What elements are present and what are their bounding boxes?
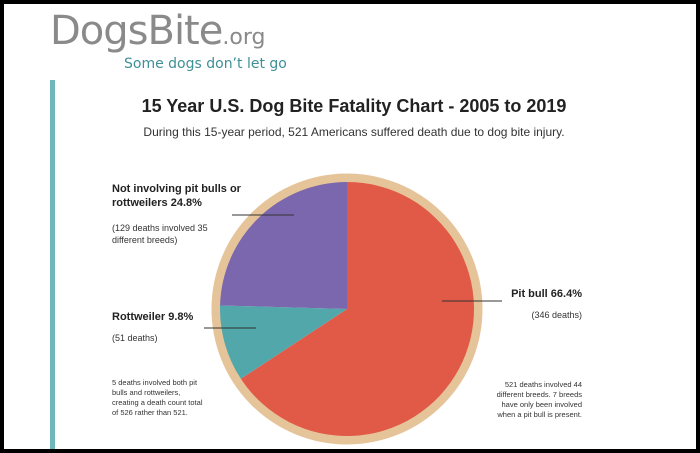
slice-note: (51 deaths) — [112, 333, 158, 343]
pie-ring — [211, 173, 483, 445]
pie-slice — [220, 182, 347, 309]
chart — [204, 173, 502, 445]
pie-slice — [240, 182, 475, 436]
chart-title: 15 Year U.S. Dog Bite Fatality Chart - 2… — [141, 96, 567, 116]
value-label: 24.8% — [170, 197, 202, 209]
annotation: 5 deaths involved both pit bulls and rot… — [112, 378, 203, 417]
slice-note: (129 deaths involved 35 different breeds… — [112, 223, 208, 245]
slice-label: Rottweiler 9.8% — [112, 310, 252, 324]
logo: DogsBite.org — [50, 8, 265, 54]
category-label: Not involving pit bulls or rottweilers — [112, 183, 241, 209]
accent-bar — [50, 80, 55, 449]
slice-label: Not involving pit bulls or rottweilers 2… — [112, 182, 247, 210]
logo-suffix: .org — [222, 25, 266, 50]
tagline: Some dogs don’t let go — [124, 56, 287, 72]
pie-slice — [220, 305, 347, 379]
chart-subtitle: During this 15-year period, 521 American… — [143, 125, 565, 139]
logo-name: DogsBite — [50, 8, 223, 54]
category-label: Pit bull — [511, 288, 548, 300]
value-label: 66.4% — [550, 288, 582, 300]
slice-note: (346 deaths) — [531, 310, 582, 320]
category-label: Rottweiler — [112, 311, 166, 323]
annotation: 521 deaths involved 44 different breeds.… — [496, 380, 582, 419]
slices — [220, 182, 475, 436]
slice-label: Pit bull 66.4% — [442, 287, 582, 301]
value-label: 9.8% — [168, 311, 194, 323]
